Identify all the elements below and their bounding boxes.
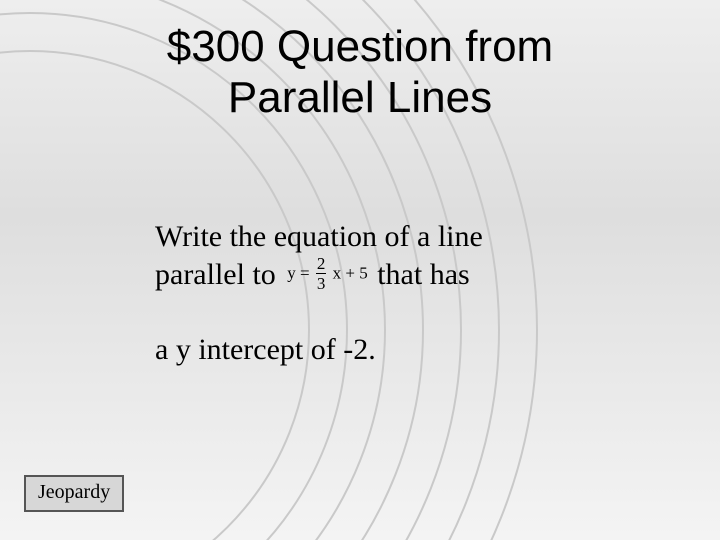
jeopardy-button[interactable]: Jeopardy — [24, 475, 124, 512]
title-line-1: $300 Question from — [167, 22, 553, 71]
eq-sign: = — [300, 264, 310, 283]
question-line-2-pre: parallel to — [155, 258, 276, 291]
eq-fraction: 2 3 — [316, 255, 327, 292]
slide-title: $300 Question from Parallel Lines — [0, 22, 720, 123]
slide: $300 Question from Parallel Lines Write … — [0, 0, 720, 540]
inline-equation: y = 2 3 x + 5 — [283, 256, 369, 293]
eq-tail: x + 5 — [333, 264, 368, 283]
eq-lhs: y — [287, 264, 296, 283]
question-line-2: parallel to y = 2 3 x + 5 that has — [155, 256, 675, 296]
eq-fraction-den: 3 — [316, 274, 327, 292]
question-line-3: a y intercept of -2. — [155, 331, 675, 369]
line-gap — [155, 295, 675, 331]
question-body: Write the equation of a line parallel to… — [155, 218, 675, 369]
eq-fraction-num: 2 — [316, 255, 327, 274]
question-line-1: Write the equation of a line — [155, 218, 675, 256]
question-line-2-post: that has — [377, 258, 469, 291]
title-line-2: Parallel Lines — [228, 73, 492, 122]
